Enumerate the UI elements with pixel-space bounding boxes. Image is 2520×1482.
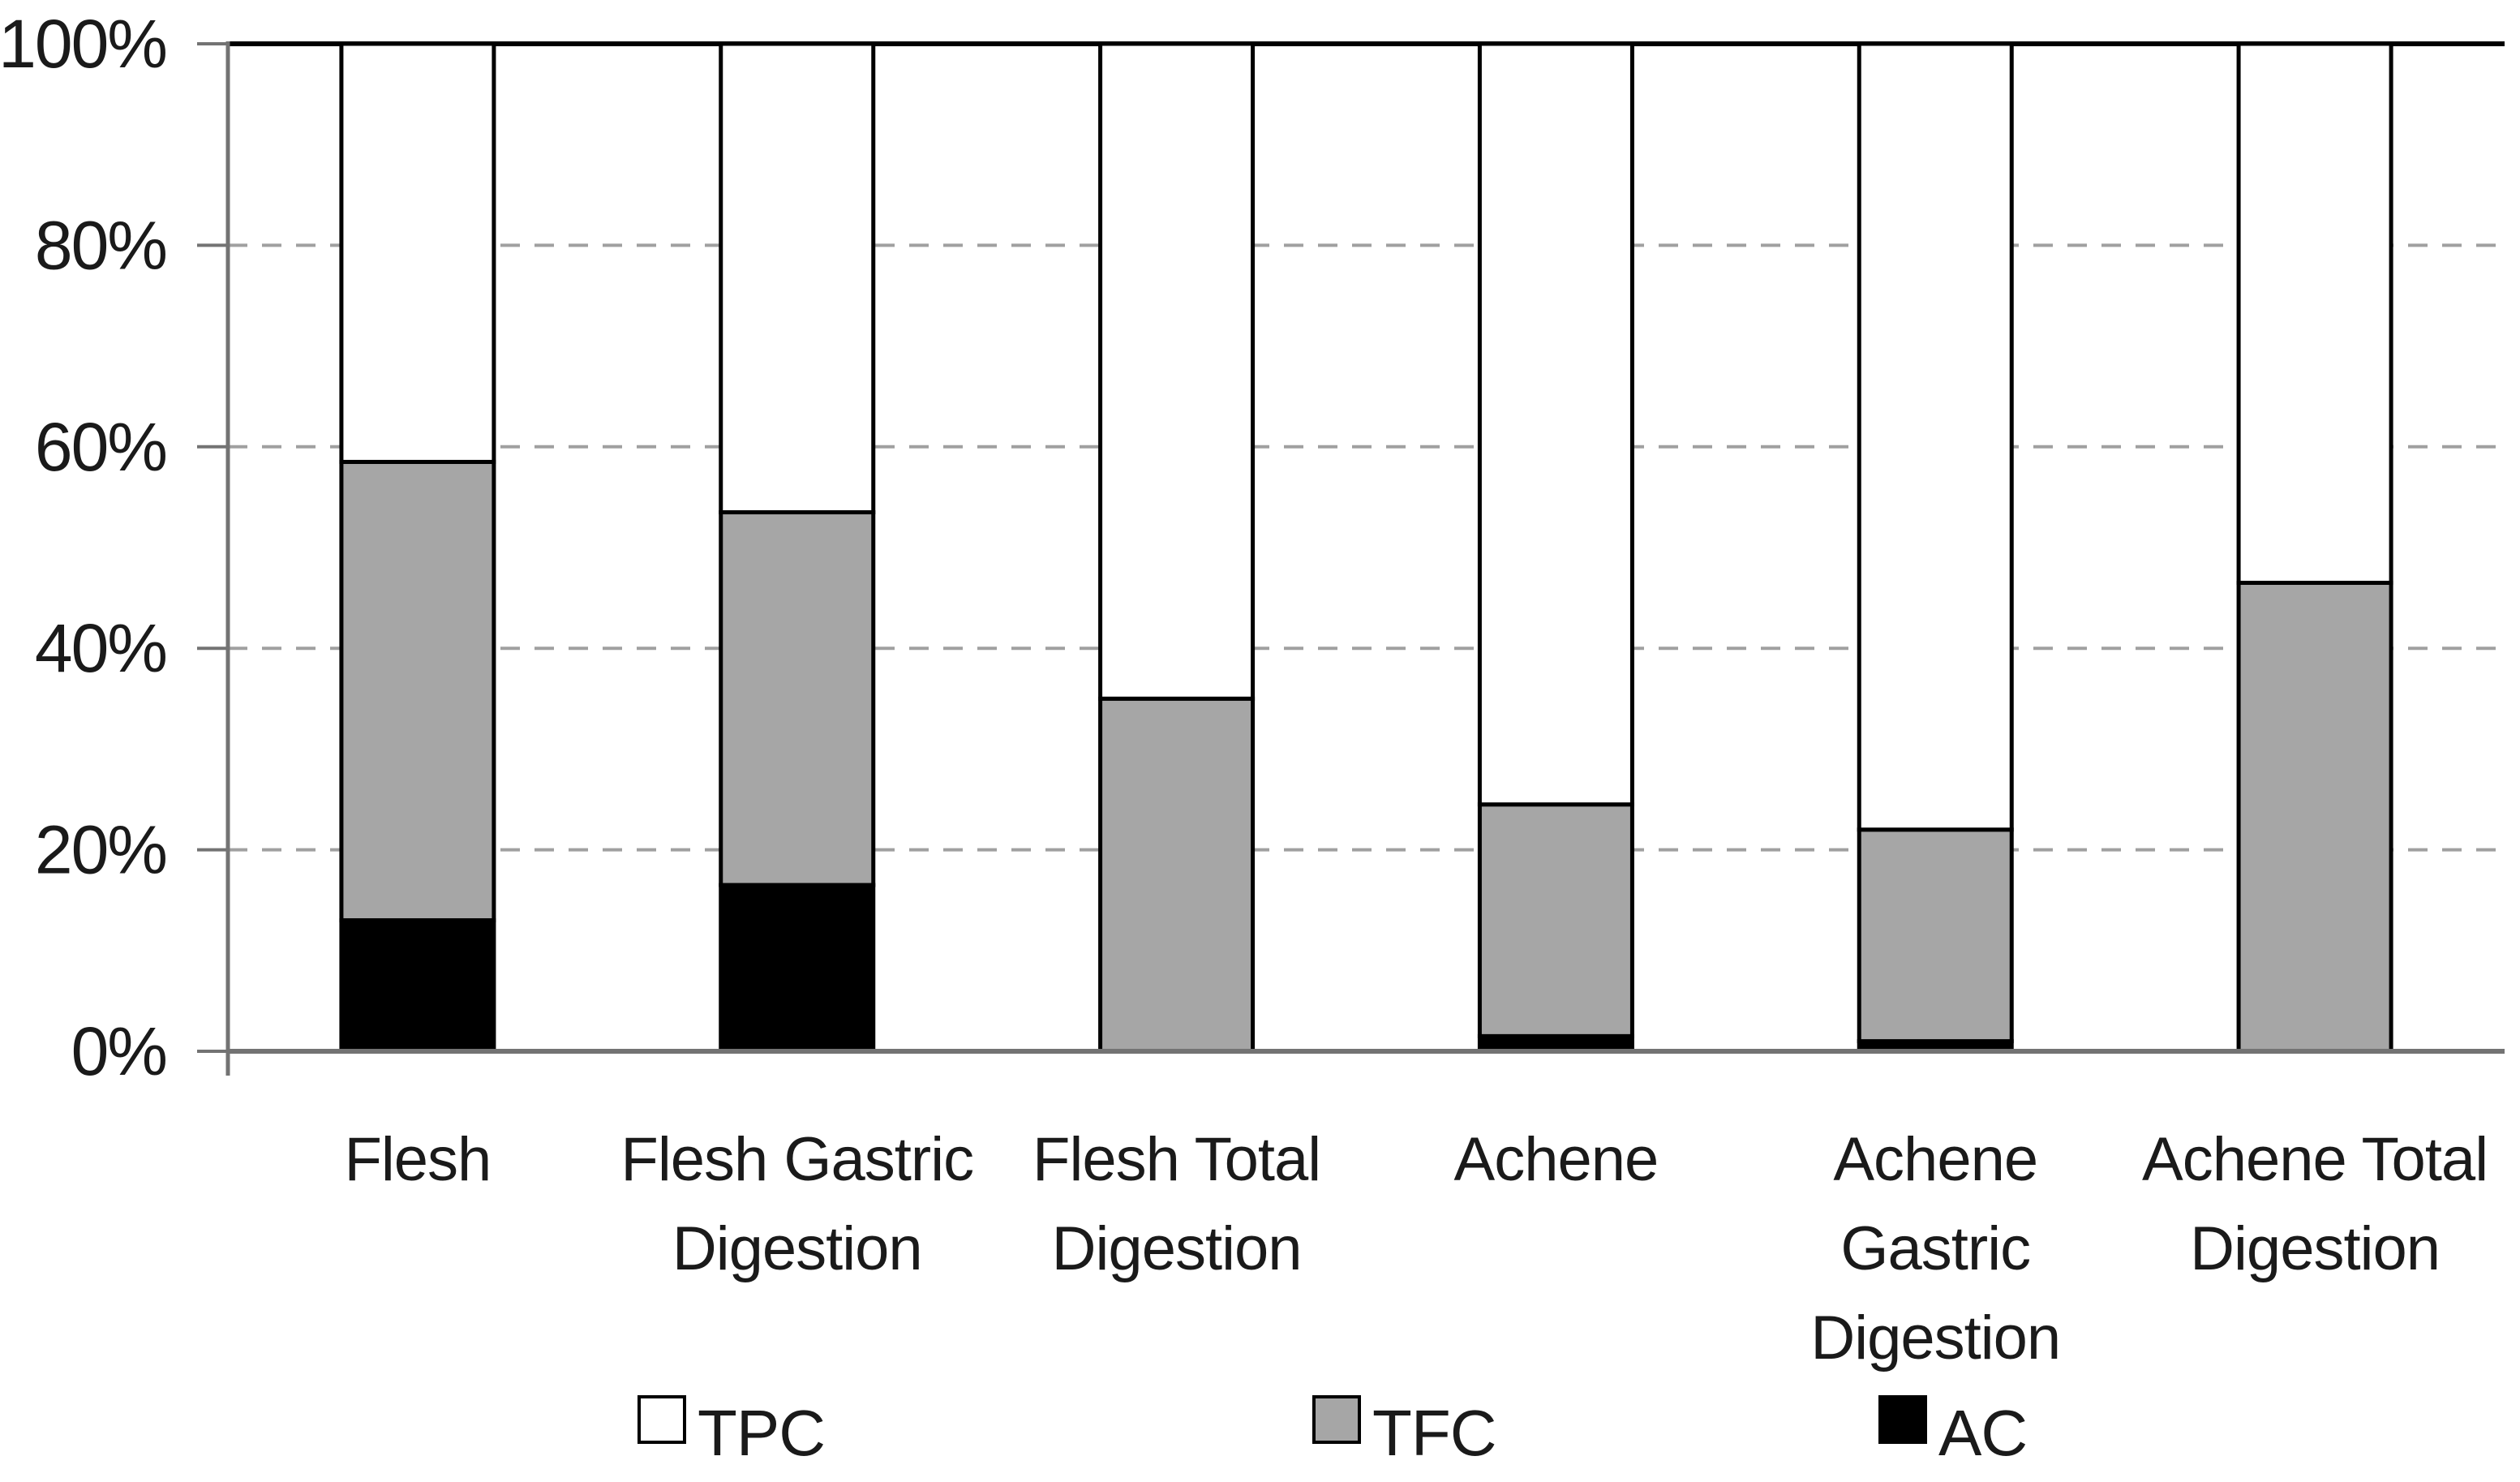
y-tick-label: 100% bbox=[0, 6, 166, 82]
legend-item-tpc: TPC bbox=[638, 1395, 826, 1469]
y-tick-label: 40% bbox=[35, 610, 166, 686]
bar-segment-tfc-3 bbox=[1098, 696, 1256, 1054]
bar-segment-tpc-5 bbox=[1857, 41, 2014, 832]
bar-segment-tfc-5 bbox=[1857, 827, 2014, 1044]
category-label-line: Flesh Gastric bbox=[620, 1125, 973, 1194]
legend-label-tpc: TPC bbox=[698, 1397, 825, 1469]
category-label-line: Achene bbox=[1833, 1125, 2037, 1194]
bar-segment-ac-1 bbox=[339, 918, 496, 1054]
category-label-6: Achene Total Digestion bbox=[2142, 1125, 2488, 1283]
category-label-4: Achene bbox=[1454, 1125, 1659, 1194]
bar-segment-tpc-1 bbox=[339, 41, 496, 464]
bar-segment-tfc-2 bbox=[719, 510, 876, 887]
category-label-line: Flesh bbox=[344, 1125, 491, 1194]
bar-segment-tfc-1 bbox=[339, 459, 496, 923]
bar-segment-tpc-3 bbox=[1098, 41, 1256, 701]
category-label-line: Digestion bbox=[672, 1214, 922, 1283]
y-tick-label: 0% bbox=[71, 1013, 166, 1089]
bar-segment-tfc-4 bbox=[1477, 802, 1634, 1038]
legend-item-ac: AC bbox=[1878, 1395, 2028, 1469]
legend-label-tfc: TFC bbox=[1372, 1397, 1496, 1469]
y-tick-label: 20% bbox=[35, 812, 166, 888]
bar-segment-ac-2 bbox=[719, 883, 876, 1054]
category-label-3: Flesh Total Digestion bbox=[1032, 1125, 1320, 1283]
category-label-line: Gastric bbox=[1840, 1214, 2030, 1283]
category-label-line: Achene bbox=[1454, 1125, 1659, 1194]
legend-swatch-ac bbox=[1878, 1395, 1927, 1444]
category-label-line: Flesh Total bbox=[1032, 1125, 1320, 1194]
category-label-5: Achene Gastric Digestion bbox=[1810, 1125, 2060, 1372]
category-label-line: Digestion bbox=[1052, 1214, 1302, 1283]
bar-segment-tfc-6 bbox=[2236, 580, 2393, 1054]
category-label-line: Digestion bbox=[2190, 1214, 2440, 1283]
legend-item-tfc: TFC bbox=[1312, 1395, 1497, 1469]
bar-segment-tpc-2 bbox=[719, 41, 876, 515]
bar-segment-tpc-4 bbox=[1477, 41, 1634, 807]
category-label-line: Achene Total bbox=[2142, 1125, 2488, 1194]
legend-swatch-tpc bbox=[638, 1395, 686, 1444]
category-label-1: Flesh bbox=[344, 1125, 491, 1194]
legend-swatch-tfc bbox=[1312, 1395, 1361, 1444]
y-tick-label: 80% bbox=[35, 207, 166, 283]
y-tick-label: 60% bbox=[35, 409, 166, 485]
category-label-2: Flesh Gastric Digestion bbox=[620, 1125, 973, 1283]
category-label-line: Digestion bbox=[1810, 1304, 2060, 1372]
legend-label-ac: AC bbox=[1938, 1397, 2027, 1469]
bar-segment-tpc-6 bbox=[2236, 41, 2393, 585]
